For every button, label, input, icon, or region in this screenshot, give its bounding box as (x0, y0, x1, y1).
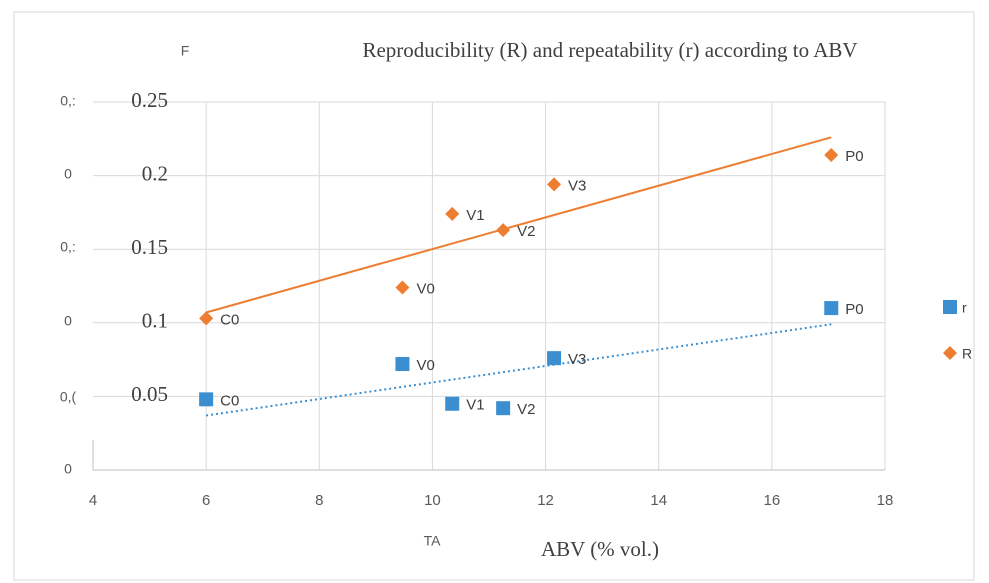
point-label: C0 (220, 311, 239, 328)
y-tick-label: 0.25 (131, 88, 168, 112)
background-text: 0 (64, 461, 72, 477)
y-tick-label: 0.15 (131, 235, 168, 259)
background-text: 0 (64, 313, 72, 329)
background-text: F (181, 43, 190, 59)
point-label: P0 (845, 301, 863, 318)
point-label: V3 (568, 351, 586, 368)
x-tick-label: 6 (202, 492, 210, 509)
background-text: 0,: (60, 239, 76, 255)
x-axis-label: ABV (% vol.) (541, 537, 659, 561)
x-tick-label: 14 (650, 492, 667, 509)
y-tick-label: 0.2 (142, 161, 168, 185)
y-tick-label: 0.1 (142, 309, 168, 333)
point-label: V1 (466, 397, 484, 414)
background-text: 0,( (60, 389, 77, 405)
legend-label: r (962, 300, 967, 316)
trendline (205, 136, 832, 314)
data-point (395, 357, 410, 372)
x-tick-label: 18 (877, 492, 894, 509)
x-tick-label: 10 (424, 492, 441, 509)
data-point (824, 147, 839, 162)
data-point (395, 280, 410, 295)
data-point (824, 301, 839, 316)
trendline (205, 323, 832, 417)
point-label: V1 (466, 207, 484, 224)
chart-frame (13, 11, 975, 581)
point-label: V2 (517, 223, 535, 240)
x-tick-label: 16 (764, 492, 781, 509)
legend-marker (943, 300, 957, 314)
x-tick-label: 8 (315, 492, 323, 509)
background-text: TA (424, 533, 442, 549)
point-label: V0 (416, 280, 434, 297)
point-label: C0 (220, 392, 239, 409)
legend-label: R (962, 346, 972, 362)
point-label: V2 (517, 401, 535, 418)
y-tick-label: 0.05 (131, 382, 168, 406)
data-point (199, 392, 214, 407)
chart-title: Reproducibility (R) and repeatability (r… (362, 38, 857, 62)
data-point (496, 401, 511, 416)
x-tick-label: 12 (537, 492, 554, 509)
background-text: 0,: (60, 93, 76, 109)
data-point (547, 177, 562, 192)
point-label: V0 (416, 357, 434, 374)
data-point (199, 311, 214, 326)
data-point (445, 396, 460, 411)
x-tick-label: 4 (89, 492, 97, 509)
data-point (445, 206, 460, 221)
point-label: V3 (568, 177, 586, 194)
legend-marker (943, 346, 957, 360)
point-label: P0 (845, 148, 863, 165)
data-point (496, 223, 511, 238)
background-text: 0 (64, 166, 72, 182)
data-point (547, 351, 562, 366)
